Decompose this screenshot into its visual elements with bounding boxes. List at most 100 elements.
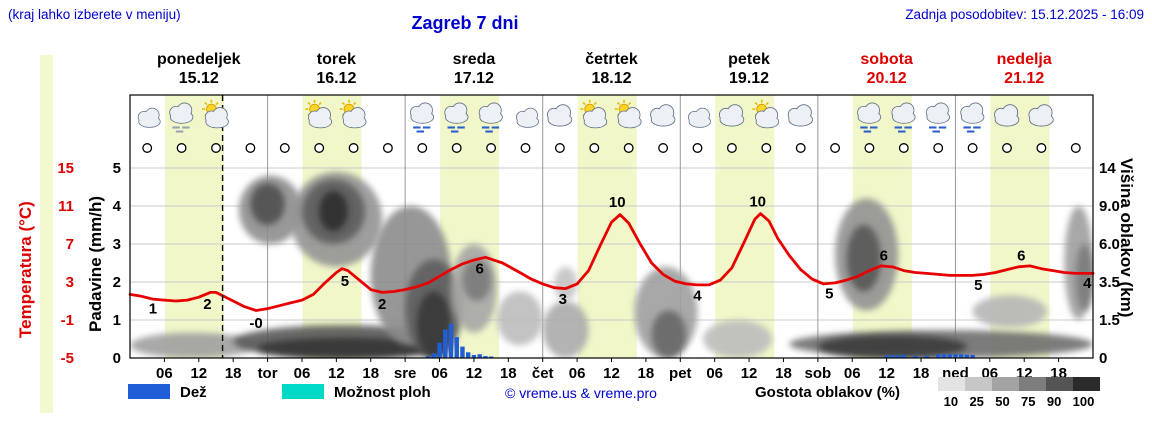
svg-text:1: 1 [149,301,157,318]
svg-text:18: 18 [638,365,655,382]
density-scale-tick: 10 [943,394,959,409]
day-label: torek 16.12 [316,51,357,87]
svg-text:5: 5 [341,273,349,290]
page-title: Zagreb 7 dni [411,13,519,33]
temp-axis-tick: 7 [65,236,74,253]
cloud-icon [994,104,1020,127]
day-label: sreda 17.12 [452,51,496,87]
svg-text:12: 12 [603,365,620,382]
cloud-height-axis-tick: 9.0 [1099,198,1120,215]
rain-icon [960,102,985,133]
svg-text:18: 18 [913,365,930,382]
svg-text:06: 06 [294,365,311,382]
cloud-density-layer [130,171,1093,358]
cloud-cover-circle-row [142,143,1081,153]
svg-text:2: 2 [203,296,211,313]
moon-icon [828,105,839,127]
density-scale-tick: 100 [1072,394,1095,409]
cloud-density-scale-ticks: 10 25 50 75 90 100 [938,394,1100,409]
svg-text:06: 06 [156,365,173,382]
temp-axis-tick: -1 [60,312,74,329]
fog-icon [169,102,194,133]
svg-text:06: 06 [569,365,586,382]
temperature-line [128,212,1095,312]
svg-text:pet: pet [669,365,692,382]
cloud-icon [546,104,573,127]
rain-icon [409,102,435,133]
svg-text:čet: čet [532,365,554,382]
density-scale-tick: 75 [1021,394,1036,409]
chart-frame [129,94,1094,359]
svg-text:tor: tor [258,365,278,382]
svg-text:12: 12 [466,365,483,382]
svg-text:4: 4 [1083,275,1092,292]
svg-text:-0: -0 [249,315,262,332]
temperature-value-labels: 1 2 -0 5 2 6 3 10 4 10 5 6 5 6 4 [149,193,1092,332]
day-label: ponedeljek 15.12 [156,51,241,87]
sun-cloud-icon [202,99,229,129]
svg-text:sre: sre [394,365,417,382]
day-label: sobota 20.12 [860,51,913,87]
cloud-density-legend-label: Gostota oblakov (%) [755,384,901,401]
svg-text:12: 12 [741,365,758,382]
rain-icon [925,102,950,133]
svg-text:10: 10 [609,194,626,211]
svg-text:12: 12 [878,365,895,382]
cloud-density-scale [938,377,1100,391]
cloud-icon [650,104,676,127]
precip-axis-tick: 4 [112,198,121,215]
svg-text:3: 3 [559,291,567,308]
density-scale-tick: 50 [995,394,1010,409]
svg-text:6: 6 [1017,247,1025,264]
sun-cloud-icon [752,99,780,129]
precip-axis-tick: 1 [112,312,121,329]
rain-icon [444,102,469,133]
cloud-height-axis-tick: 3.5 [1099,274,1120,291]
svg-text:5: 5 [825,285,833,302]
sun-cloud-icon [305,99,333,129]
rain-bars [425,323,975,358]
last-updated: Zadnja posodobitev: 15.12.2025 - 16:09 [905,7,1144,22]
rain-legend-label: Dež [180,384,207,401]
showers-legend-label: Možnost ploh [334,384,431,401]
day-label: petek 19.12 [728,51,770,87]
precip-axis-tick: 5 [112,160,121,177]
density-scale-segment [992,377,1019,391]
svg-text:2: 2 [378,296,386,313]
svg-text:12: 12 [328,365,345,382]
svg-text:6: 6 [880,247,888,264]
svg-text:06: 06 [844,365,861,382]
svg-text:18: 18 [362,365,379,382]
moon-icon [278,105,289,127]
rain-icon [891,102,916,133]
left-accent-strip [40,55,53,413]
precip-axis-tick: 3 [112,236,121,253]
sun-cloud-icon [339,99,367,129]
temp-axis-tick: 15 [57,160,74,177]
cloud-height-axis-tick: 14 [1099,160,1116,177]
density-scale-segment [1046,377,1073,391]
moon-icon [381,105,392,127]
svg-text:18: 18 [500,365,517,382]
density-scale-tick: 25 [969,394,984,409]
cloud-height-axis-tick: 1.5 [1099,312,1120,329]
day-label: četrtek 18.12 [585,51,638,87]
svg-text:sob: sob [805,365,832,382]
temp-axis-tick: 3 [65,274,74,291]
copyright-link[interactable]: © vreme.us & vreme.pro [505,385,657,401]
cloud-icon [1028,104,1054,127]
cloud-height-axis-tick: 6.0 [1099,236,1120,253]
svg-text:6: 6 [475,261,483,278]
temp-axis-tick: -5 [60,350,74,367]
moon-icon [244,105,255,127]
svg-text:18: 18 [775,365,792,382]
cloud-icon [787,104,814,127]
sun-cloud-icon [580,99,608,129]
precip-axis-tick: 0 [112,350,121,367]
rain-icon [478,102,503,133]
rain-legend-swatch [128,384,170,399]
density-scale-tick: 90 [1046,394,1062,409]
density-scale-segment [965,377,992,391]
